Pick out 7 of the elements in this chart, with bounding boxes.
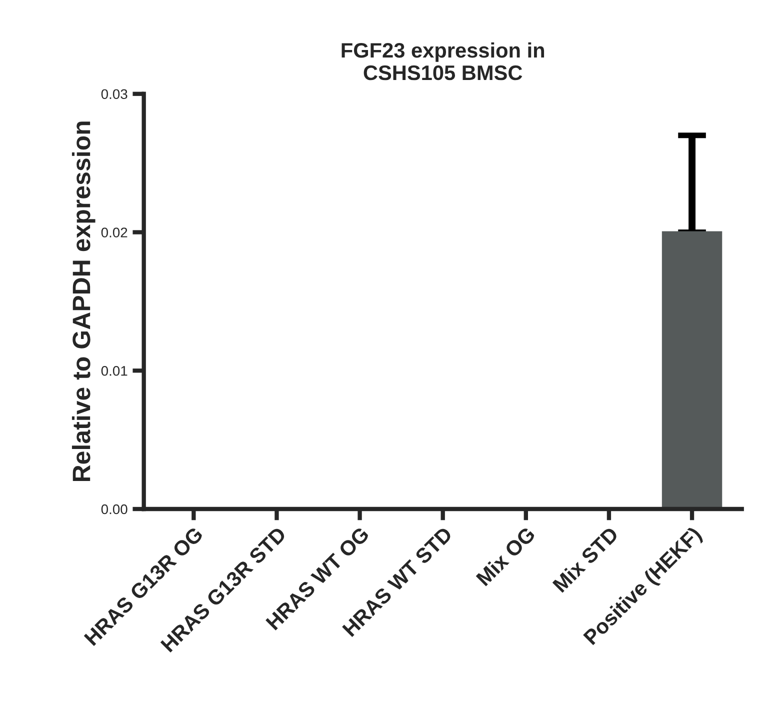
x-tick-label: Mix OG xyxy=(475,526,536,586)
y-axis-title: Relative to GAPDH expression xyxy=(72,122,96,482)
y-tick-label: 0.02 xyxy=(101,228,128,238)
y-tick-label: 0.01 xyxy=(101,366,128,376)
y-tick-label: 0.03 xyxy=(101,89,128,100)
y-tick-label: 0.00 xyxy=(101,504,128,514)
chart-title: FGF23 expression in CSHS105 BMSC xyxy=(342,42,544,80)
